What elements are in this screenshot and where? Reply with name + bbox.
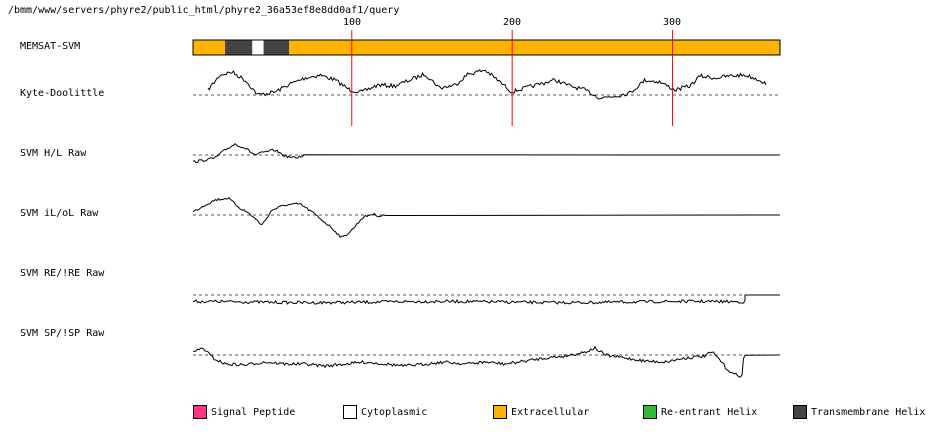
- iloil-trace: [192, 197, 781, 238]
- track-label-svm-re: SVM RE/!RE Raw: [20, 268, 105, 279]
- track-label-svm-il-ol: SVM iL/oL Raw: [20, 208, 99, 219]
- memsat-segment-1: [225, 40, 253, 55]
- track-label-svm-hl: SVM H/L Raw: [20, 148, 87, 159]
- track-label-svm-sp: SVM SP/!SP Raw: [20, 328, 105, 339]
- legend-label-cytoplasmic: Cytoplasmic: [361, 407, 428, 418]
- memsat-bar-outline: [192, 39, 781, 56]
- track-label-kyte-doolittle: Kyte-Doolittle: [20, 88, 105, 99]
- track-label-memsat: MEMSAT-SVM: [20, 41, 81, 52]
- legend-label-extracellular: Extracellular: [511, 407, 590, 418]
- traces: [192, 69, 781, 378]
- memsat-segment-3: [263, 40, 290, 55]
- legend-swatch-extracellular: [493, 405, 507, 419]
- memsat-segment-0: [193, 40, 226, 55]
- legend-swatch-reentrant-helix: [643, 405, 657, 419]
- memsat-segment-4: [289, 40, 780, 55]
- legend-swatch-cytoplasmic: [343, 405, 357, 419]
- tick-label-100: 100: [343, 17, 362, 28]
- re-trace: [192, 294, 780, 305]
- query-path: /bmm/www/servers/phyre2/public_html/phyr…: [8, 5, 400, 16]
- legend-label-transmembrane-helix: Transmembrane Helix: [811, 407, 926, 418]
- tick-label-200: 200: [503, 17, 522, 28]
- sp-trace: [192, 345, 781, 378]
- memsat-bar: [192, 39, 781, 56]
- legend-swatch-transmembrane-helix: [793, 405, 807, 419]
- hl-trace: [192, 143, 781, 164]
- legend-label-reentrant-helix: Re-entrant Helix: [661, 407, 758, 418]
- memsat-segment-2: [252, 40, 264, 55]
- legend-label-signal-peptide: Signal Peptide: [211, 407, 296, 418]
- tick-label-300: 300: [663, 17, 682, 28]
- legend-swatch-signal-peptide: [193, 405, 207, 419]
- position-markers: [351, 30, 674, 126]
